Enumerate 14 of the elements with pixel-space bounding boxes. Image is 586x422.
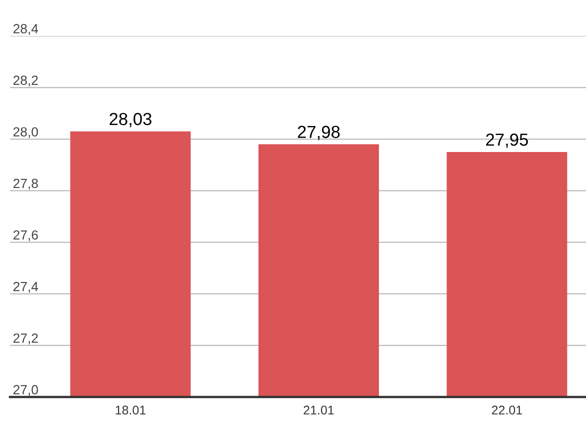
y-tick-label: 27,6: [13, 230, 38, 242]
y-tick-label: 28,4: [13, 24, 38, 35]
y-tick-label: 27,8: [13, 178, 38, 190]
data-label: 27,98: [298, 126, 340, 140]
y-tick-label: 28,2: [13, 76, 38, 87]
data-label: 27,95: [486, 134, 528, 148]
y-tick-label: 27,0: [13, 385, 38, 396]
data-label: 28,03: [110, 112, 152, 128]
x-tick-label: 18.01: [116, 406, 146, 415]
y-tick-label: 27,2: [13, 333, 38, 344]
y-tick-label: 27,4: [13, 282, 38, 293]
x-tick-label: 21.01: [304, 406, 334, 415]
y-tick-label: 28,0: [13, 127, 38, 138]
x-tick-label: 22.01: [492, 406, 522, 415]
